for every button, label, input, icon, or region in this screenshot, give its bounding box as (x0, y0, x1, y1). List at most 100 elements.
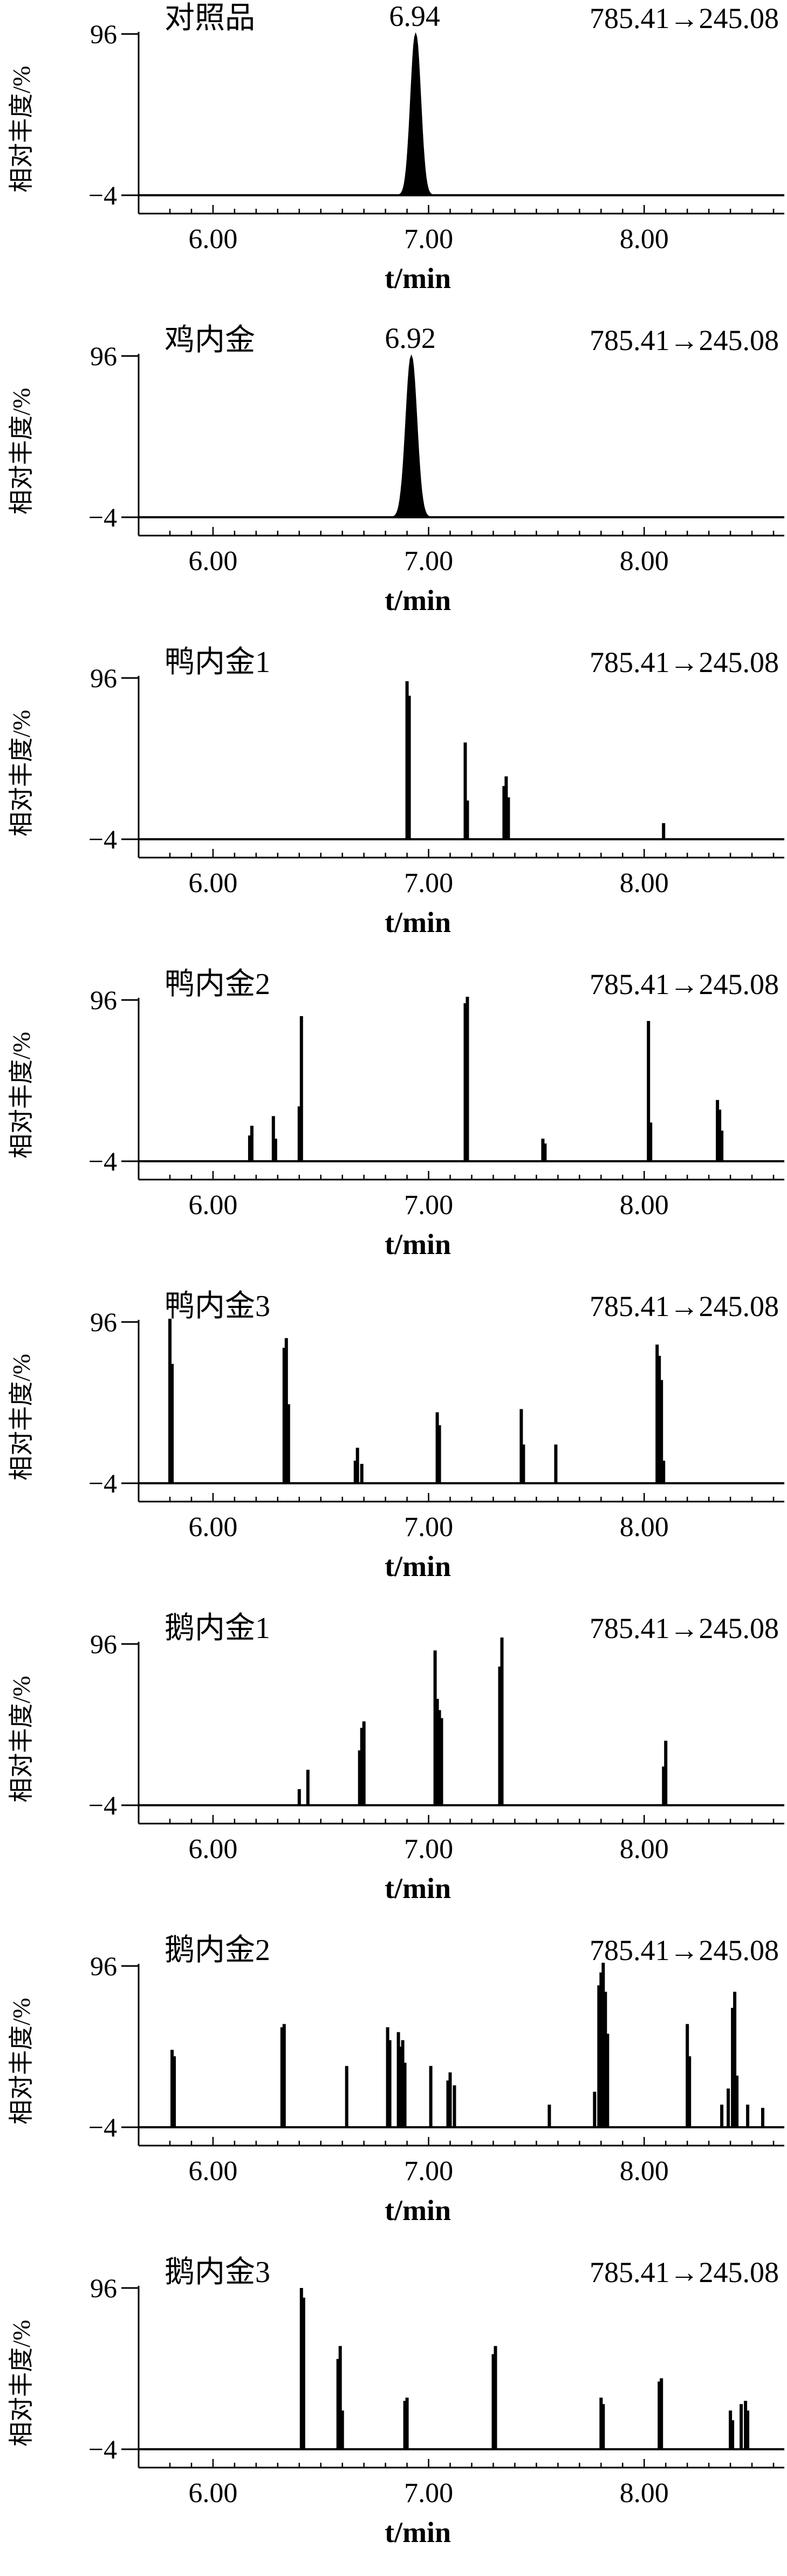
chromatogram-spike (491, 2354, 495, 2449)
y-axis-label: 相对丰度/% (8, 388, 35, 515)
chromatogram-spike (660, 2378, 663, 2449)
x-tick-label: 6.00 (188, 1834, 237, 1865)
chromatogram-spike (403, 2401, 407, 2449)
y-axis-label: 相对丰度/% (8, 66, 35, 193)
chromatogram-spike (720, 1131, 724, 1161)
chart-panel: 相对丰度/% 96 −4 6.00 7.00 8.00 t/min 鸡内金 785.41→245… (8, 322, 784, 616)
mrm-transition: 785.41→245.08 (590, 2, 779, 35)
chromatogram-spike (386, 2027, 389, 2127)
chromatogram-spike (731, 2008, 735, 2127)
chromatogram-spike (429, 2066, 433, 2127)
chromatogram-spike (336, 2359, 340, 2449)
y-axis-label: 相对丰度/% (8, 1032, 35, 1159)
y-tick-label: −4 (88, 824, 117, 854)
chromatogram-spike (388, 2040, 392, 2127)
sample-name: 对照品 (165, 2, 255, 35)
chromatogram-spike (403, 2063, 407, 2127)
x-tick-label: 6.00 (188, 1190, 237, 1221)
chromatogram-spike (280, 2027, 284, 2127)
sample-name: 鹅内金1 (165, 1612, 270, 1645)
chromatogram-spike (740, 2404, 743, 2449)
chromatogram-spike (299, 2288, 303, 2449)
chromatogram-spike (282, 1347, 286, 1483)
chromatogram-peak (387, 32, 444, 196)
chart-panel: 相对丰度/% 96 −4 6.00 7.00 8.00 t/min 鸭内金3 785.41→24… (8, 1290, 784, 1582)
y-tick-label: −4 (88, 502, 117, 532)
x-tick-label: 6.00 (188, 546, 237, 577)
x-tick-label: 8.00 (620, 224, 669, 255)
chromatogram-spike (282, 2024, 286, 2127)
chromatogram-spike (541, 1139, 545, 1161)
chart-panel: 相对丰度/% 96 −4 6.00 7.00 8.00 t/min 鸭内金2 785.41→24… (8, 968, 784, 1260)
sample-name: 鹅内金2 (165, 1934, 270, 1967)
y-tick-label: 96 (90, 1307, 117, 1337)
y-tick-label: 96 (90, 2273, 117, 2303)
chromatogram-spike (716, 1100, 720, 1161)
sample-name: 鸭内金3 (165, 1290, 270, 1323)
chromatogram-spike (718, 1109, 722, 1161)
chromatogram-spike (593, 2092, 597, 2127)
mrm-transition: 785.41→245.08 (590, 324, 779, 357)
peak-rt-label: 6.94 (389, 0, 440, 32)
chromatogram-spike (664, 1741, 668, 1805)
y-tick-label: −4 (88, 2434, 117, 2464)
chromatogram-spike (662, 1766, 666, 1805)
x-tick-label: 8.00 (620, 1190, 669, 1221)
chromatogram-spike (548, 2105, 551, 2127)
chromatogram-spike (340, 2410, 344, 2449)
chromatogram-spike (306, 1770, 310, 1805)
sample-name: 鸭内金2 (165, 968, 270, 1001)
chart-panel: 相对丰度/% 96 −4 6.00 7.00 8.00 t/min 鸭内金1 785.41→24… (8, 646, 784, 938)
chromatogram-spike (597, 1985, 601, 2127)
chromatogram-spike (519, 1409, 523, 1483)
chromatogram-spike (271, 1116, 275, 1161)
chromatogram-spike (746, 2410, 750, 2449)
chart-panel: 相对丰度/% 96 −4 6.00 7.00 8.00 t/min 对照品 785.41→245… (8, 0, 784, 294)
chromatogram-spike (746, 2105, 750, 2127)
chromatogram-spike (345, 2066, 348, 2127)
x-tick-label: 7.00 (404, 546, 453, 577)
x-tick-label: 6.00 (188, 868, 237, 899)
x-tick-label: 6.00 (188, 224, 237, 255)
chromatogram-spike (500, 1638, 504, 1805)
chromatogram-spike (729, 2410, 733, 2449)
chromatogram-spike (543, 1143, 547, 1161)
x-tick-label: 8.00 (620, 546, 669, 577)
chromatogram-spike (273, 1139, 277, 1161)
y-tick-label: −4 (88, 1790, 117, 1820)
sample-name: 鸭内金1 (165, 646, 270, 679)
chromatogram-spike (405, 681, 409, 839)
chromatogram-spike (396, 2032, 400, 2127)
x-tick-label: 8.00 (620, 868, 669, 899)
y-tick-label: −4 (88, 180, 117, 210)
chromatogram-spike (688, 2056, 692, 2127)
chromatogram-spike (502, 786, 506, 839)
chromatogram-spike (658, 1355, 661, 1483)
x-tick-label: 7.00 (404, 2156, 453, 2187)
chromatogram-spike (440, 1718, 443, 1805)
chromatogram-spike (168, 1319, 172, 1483)
chromatogram-spike (286, 1404, 290, 1483)
y-tick-label: 96 (90, 19, 117, 49)
x-tick-label: 6.00 (188, 1512, 237, 1543)
chromatogram-peak (380, 354, 442, 518)
x-axis-label: t/min (385, 906, 451, 938)
x-tick-label: 8.00 (620, 2478, 669, 2509)
chromatogram-spike (733, 1991, 737, 2127)
chromatogram-spike (399, 2046, 402, 2127)
chromatogram-spike (405, 2397, 409, 2449)
chromatogram-spike (498, 1666, 502, 1805)
x-axis-label: t/min (385, 262, 451, 294)
chromatogram-spike (446, 2080, 450, 2127)
chromatogram-spike (448, 2072, 452, 2127)
y-tick-label: 96 (90, 663, 117, 693)
x-tick-label: 8.00 (620, 2156, 669, 2187)
chromatogram-spike (362, 1721, 366, 1805)
chromatogram-spike (299, 1016, 303, 1161)
y-tick-label: −4 (88, 1468, 117, 1498)
y-axis-label: 相对丰度/% (8, 2320, 35, 2447)
x-axis-label: t/min (385, 1550, 451, 1582)
x-tick-label: 6.00 (188, 2156, 237, 2187)
y-tick-label: −4 (88, 2112, 117, 2142)
chromatogram-spike (170, 1364, 174, 1483)
